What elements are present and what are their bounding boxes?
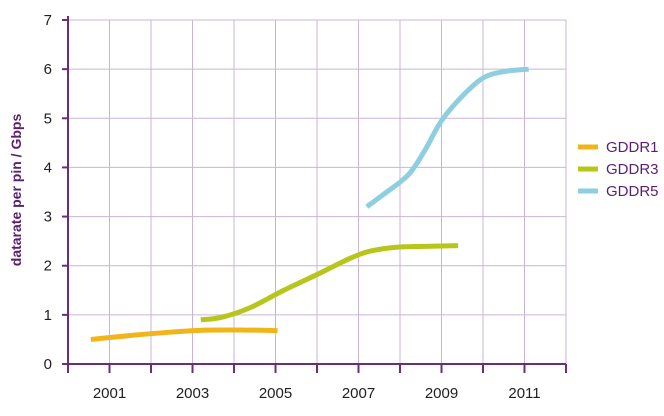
x-tick-label: 2003 [176, 385, 209, 402]
y-tick-label: 5 [44, 110, 52, 127]
x-tick-label: 2001 [93, 385, 126, 402]
legend-label-gddr1: GDDR1 [606, 139, 659, 156]
y-tick-label: 7 [44, 12, 52, 29]
legend: GDDR1 GDDR3 GDDR5 [578, 139, 659, 200]
x-tick-label: 2005 [259, 385, 292, 402]
series-line-gddr1 [90, 327, 278, 342]
legend-label-gddr3: GDDR3 [606, 161, 659, 178]
ticks-layer: 0 1 2 3 4 5 6 7 2001 2003 2005 2007 2009 2011 [44, 12, 567, 402]
series-line-gddr5 [365, 66, 529, 209]
series-layer [90, 66, 529, 342]
x-tick-label: 2007 [342, 385, 375, 402]
y-tick-label: 6 [44, 61, 52, 78]
grid-layer [68, 19, 567, 364]
y-tick-label: 3 [44, 209, 52, 226]
series-line-gddr3 [200, 243, 459, 323]
y-tick-label: 1 [44, 307, 52, 324]
y-axis-title: datarate per pin / Gbps [8, 114, 24, 267]
y-tick-label: 4 [44, 159, 52, 176]
y-tick-label: 0 [44, 356, 52, 373]
x-tick-label: 2011 [508, 385, 540, 402]
legend-label-gddr5: GDDR5 [606, 183, 659, 200]
x-tick-label: 2009 [425, 385, 458, 402]
y-tick-label: 2 [44, 258, 52, 275]
